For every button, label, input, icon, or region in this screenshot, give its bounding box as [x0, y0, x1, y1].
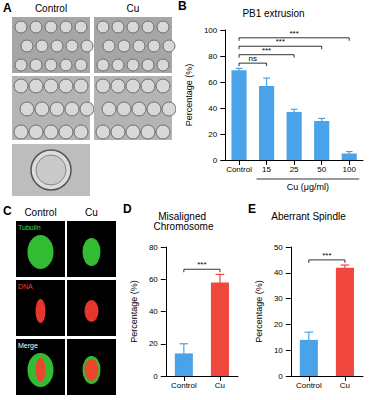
- svg-text:100: 100: [204, 26, 218, 35]
- svg-text:E: E: [248, 203, 256, 216]
- svg-text:PB1 extrusion: PB1 extrusion: [242, 8, 304, 19]
- svg-text:50: 50: [317, 165, 326, 174]
- svg-text:Percentage (%): Percentage (%): [129, 280, 139, 343]
- svg-text:A: A: [3, 1, 12, 15]
- svg-text:***: ***: [262, 46, 271, 55]
- svg-text:0: 0: [153, 372, 158, 381]
- svg-text:Cu: Cu: [215, 381, 225, 390]
- svg-text:Aberrant Spindle: Aberrant Spindle: [271, 211, 346, 222]
- svg-text:40: 40: [208, 104, 217, 113]
- svg-text:Percentage (%): Percentage (%): [184, 64, 194, 127]
- svg-text:40: 40: [149, 307, 158, 316]
- svg-text:0: 0: [213, 156, 218, 165]
- svg-text:***: ***: [276, 37, 285, 46]
- svg-text:30: 30: [274, 294, 283, 303]
- svg-text:Tubulin: Tubulin: [18, 224, 41, 231]
- svg-text:80: 80: [149, 243, 158, 252]
- svg-text:Cu (μg/ml): Cu (μg/ml): [287, 182, 329, 192]
- svg-text:B: B: [178, 0, 187, 13]
- svg-text:***: ***: [289, 29, 298, 38]
- svg-text:Merge: Merge: [18, 342, 38, 350]
- svg-text:Cu: Cu: [127, 3, 140, 14]
- svg-text:Control: Control: [35, 3, 67, 14]
- svg-text:D: D: [123, 203, 132, 216]
- svg-text:Cu: Cu: [85, 207, 98, 218]
- svg-text:DNA: DNA: [18, 283, 33, 290]
- svg-text:60: 60: [149, 275, 158, 284]
- svg-text:80: 80: [208, 52, 217, 61]
- svg-text:50: 50: [274, 243, 283, 252]
- svg-text:0: 0: [278, 372, 283, 381]
- svg-text:ns: ns: [249, 54, 257, 63]
- svg-text:Chromosome: Chromosome: [153, 221, 213, 232]
- svg-text:Control: Control: [171, 381, 197, 390]
- svg-text:***: ***: [322, 251, 331, 260]
- svg-text:Cu: Cu: [340, 381, 350, 390]
- svg-text:10: 10: [274, 346, 283, 355]
- svg-text:C: C: [3, 204, 12, 218]
- svg-text:20: 20: [149, 339, 158, 348]
- svg-text:15: 15: [262, 165, 271, 174]
- svg-text:40: 40: [274, 268, 283, 277]
- svg-text:25: 25: [290, 165, 299, 174]
- svg-text:Control: Control: [226, 165, 252, 174]
- svg-text:100: 100: [343, 165, 357, 174]
- svg-text:20: 20: [208, 130, 217, 139]
- svg-text:Misaligned: Misaligned: [158, 210, 209, 222]
- svg-text:Control: Control: [24, 207, 56, 218]
- svg-text:***: ***: [197, 260, 206, 269]
- svg-text:60: 60: [208, 78, 217, 87]
- svg-text:20: 20: [274, 320, 283, 329]
- svg-text:Control: Control: [296, 381, 322, 390]
- svg-text:Percentage (%): Percentage (%): [254, 280, 264, 343]
